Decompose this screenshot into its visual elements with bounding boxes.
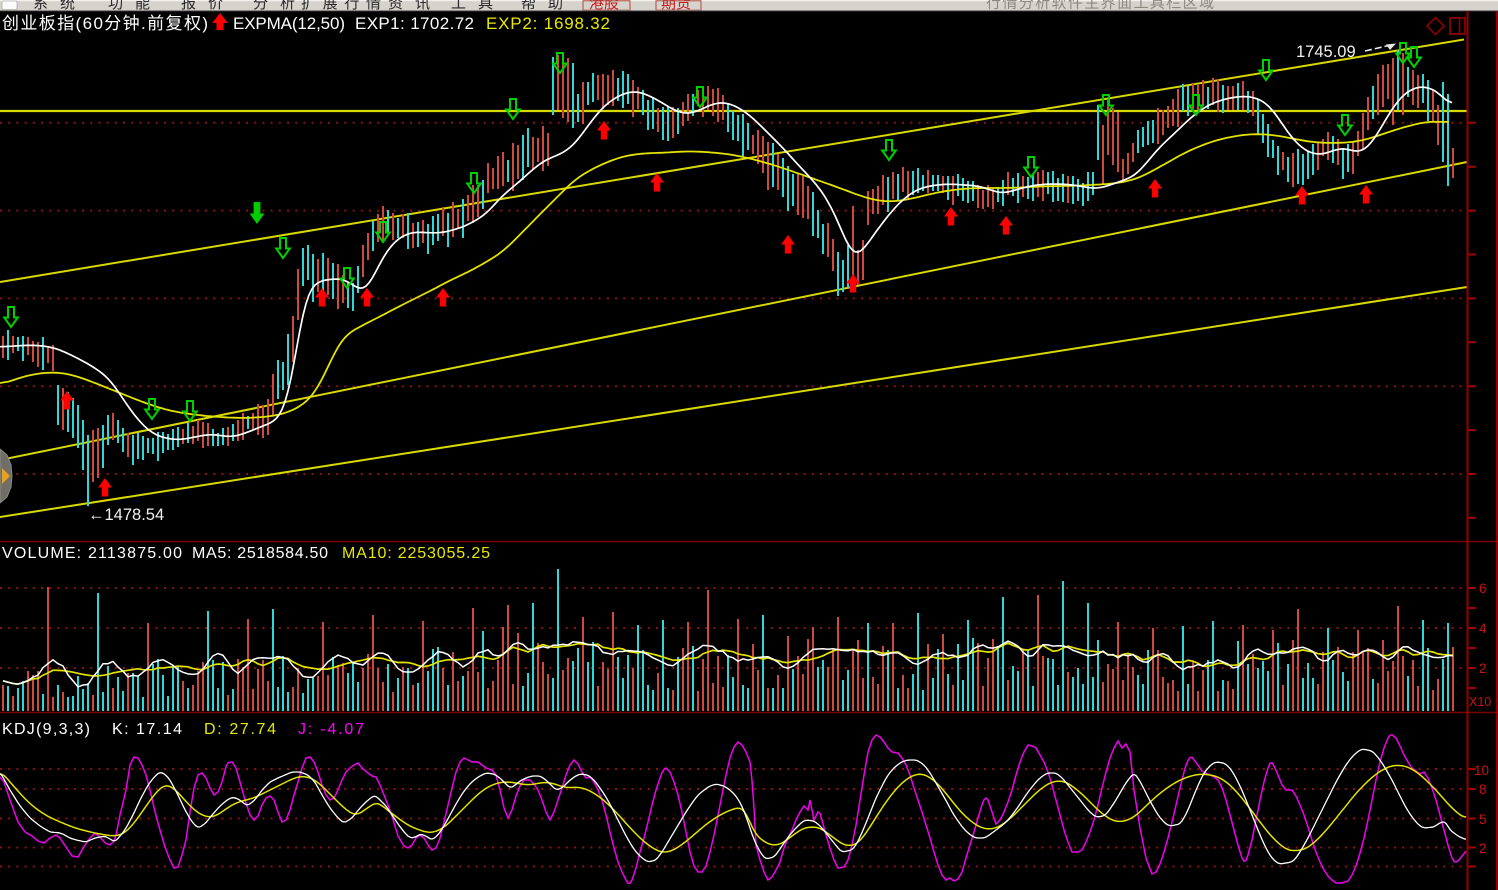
svg-text:D: 27.74: D: 27.74 [204, 721, 276, 738]
svg-text:2: 2 [1479, 841, 1487, 856]
svg-text:MA10: 2253055.25: MA10: 2253055.25 [342, 545, 490, 562]
svg-text:EXP2: 1698.32: EXP2: 1698.32 [486, 14, 610, 33]
svg-text:港股: 港股 [589, 0, 619, 12]
svg-text:1745.09: 1745.09 [1296, 43, 1356, 61]
svg-text:创业板指(60分钟.前复权): 创业板指(60分钟.前复权) [2, 14, 208, 33]
svg-text:4: 4 [1479, 621, 1487, 636]
svg-text:MA5: 2518584.50: MA5: 2518584.50 [192, 545, 328, 562]
svg-text:行情分析软件主界面工具栏区域: 行情分析软件主界面工具栏区域 [986, 0, 1214, 12]
svg-text:EXP1: 1702.72: EXP1: 1702.72 [355, 14, 474, 33]
svg-text:KDJ(9,3,3): KDJ(9,3,3) [2, 721, 90, 738]
svg-text:X10: X10 [1469, 695, 1491, 709]
svg-text:8: 8 [1479, 782, 1487, 797]
svg-text:VOLUME: 2113875.00: VOLUME: 2113875.00 [2, 545, 182, 562]
svg-text:←1478.54: ←1478.54 [88, 506, 164, 524]
svg-text:2: 2 [1479, 661, 1487, 676]
svg-text:K: 17.14: K: 17.14 [112, 721, 182, 738]
svg-text:10: 10 [1474, 763, 1489, 778]
svg-text:J: -4.07: J: -4.07 [298, 721, 364, 738]
svg-text:期货: 期货 [661, 0, 691, 12]
svg-text:6: 6 [1479, 581, 1487, 596]
svg-text:EXPMA(12,50): EXPMA(12,50) [233, 14, 345, 33]
svg-text:5: 5 [1479, 812, 1487, 827]
